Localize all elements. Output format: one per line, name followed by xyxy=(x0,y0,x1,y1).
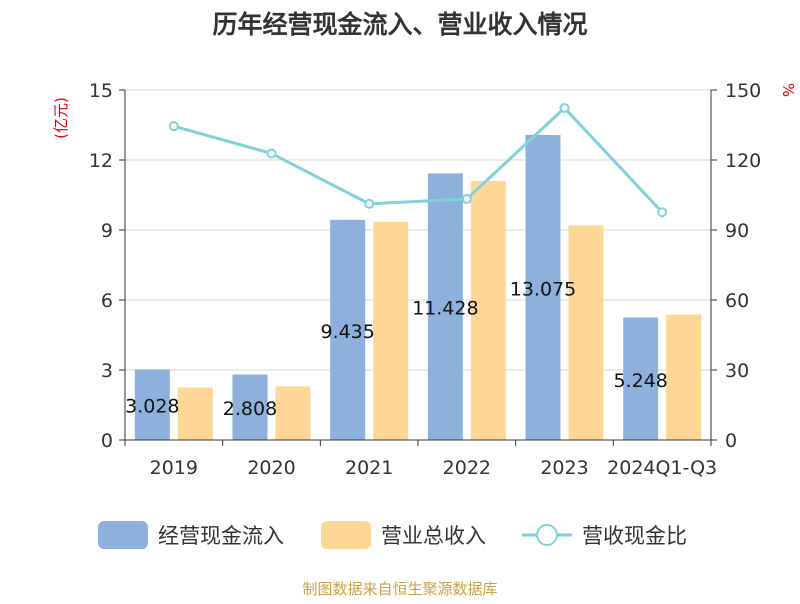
data-label-cash-inflow: 11.428 xyxy=(412,298,478,320)
y-left-tick-label: 9 xyxy=(101,220,113,242)
y-right-unit-label: % xyxy=(779,83,797,97)
x-tick-label: 2023 xyxy=(540,457,588,479)
y-right-tick-label: 90 xyxy=(725,220,749,242)
legend-label-total-revenue: 营业总收入 xyxy=(381,524,486,548)
bar-total-revenue xyxy=(666,314,702,440)
data-label-cash-inflow: 9.435 xyxy=(320,321,374,343)
y-left-tick-label: 0 xyxy=(101,430,113,452)
x-tick-label: 2019 xyxy=(150,457,198,479)
bar-total-revenue xyxy=(568,225,604,440)
legend-swatch-total-revenue xyxy=(321,521,371,549)
y-right-tick-label: 0 xyxy=(725,430,737,452)
legend: 经营现金流入 营业总收入 营收现金比 xyxy=(98,521,687,549)
y-right-tick-label: 60 xyxy=(725,290,749,312)
chart-title: 历年经营现金流入、营业收入情况 xyxy=(212,10,587,39)
bar-cash-inflow xyxy=(134,369,170,440)
bar-total-revenue xyxy=(373,221,409,440)
bar-total-revenue xyxy=(470,181,506,440)
bar-cash-inflow xyxy=(232,374,268,440)
bars-layer xyxy=(134,134,702,440)
line-revenue-cash-ratio xyxy=(173,105,664,214)
line-point-revenue-cash-ratio xyxy=(461,193,472,204)
data-label-cash-inflow: 3.028 xyxy=(125,396,179,418)
line-point-revenue-cash-ratio xyxy=(364,198,375,209)
y-left-tick-label: 6 xyxy=(101,290,113,312)
line-point-revenue-cash-ratio xyxy=(168,121,179,132)
y-left-tick-label: 12 xyxy=(89,150,113,172)
y-right-tick-label: 30 xyxy=(725,360,749,382)
legend-label-cash-inflow: 经营现金流入 xyxy=(158,524,284,548)
line-point-revenue-cash-ratio xyxy=(559,102,570,113)
bar-cash-inflow xyxy=(427,173,463,440)
legend-marker-revenue-cash-ratio xyxy=(536,524,558,546)
bar-total-revenue xyxy=(177,387,213,440)
y-right-tick-label: 150 xyxy=(725,80,761,102)
legend-swatch-cash-inflow xyxy=(98,521,148,549)
x-tick-label: 2024Q1-Q3 xyxy=(607,457,717,479)
y-right-tick-label: 120 xyxy=(725,150,761,172)
y-left-unit-label: (亿元) xyxy=(52,97,70,139)
y-left-tick-label: 3 xyxy=(101,360,113,382)
legend-label-revenue-cash-ratio: 营收现金比 xyxy=(582,524,687,548)
data-label-cash-inflow: 13.075 xyxy=(510,278,576,300)
data-labels-layer: 3.028 2.808 9.435 11.428 13.075 5.248 xyxy=(125,278,668,420)
data-label-cash-inflow: 5.248 xyxy=(613,370,667,392)
bar-cash-inflow xyxy=(330,219,366,440)
x-tick-label: 2021 xyxy=(345,457,393,479)
data-label-cash-inflow: 2.808 xyxy=(223,398,277,420)
source-text: 制图数据来自恒生聚源数据库 xyxy=(302,580,497,598)
line-point-revenue-cash-ratio xyxy=(266,148,277,159)
x-tick-label: 2022 xyxy=(443,457,491,479)
bar-cash-inflow xyxy=(623,317,659,440)
line-point-revenue-cash-ratio xyxy=(657,207,668,218)
bar-total-revenue xyxy=(275,386,311,440)
grid-layer xyxy=(125,89,711,371)
bar-cash-inflow xyxy=(525,134,561,440)
line-layer xyxy=(168,102,668,218)
x-tick-label: 2020 xyxy=(247,457,295,479)
y-left-tick-label: 15 xyxy=(89,80,113,102)
